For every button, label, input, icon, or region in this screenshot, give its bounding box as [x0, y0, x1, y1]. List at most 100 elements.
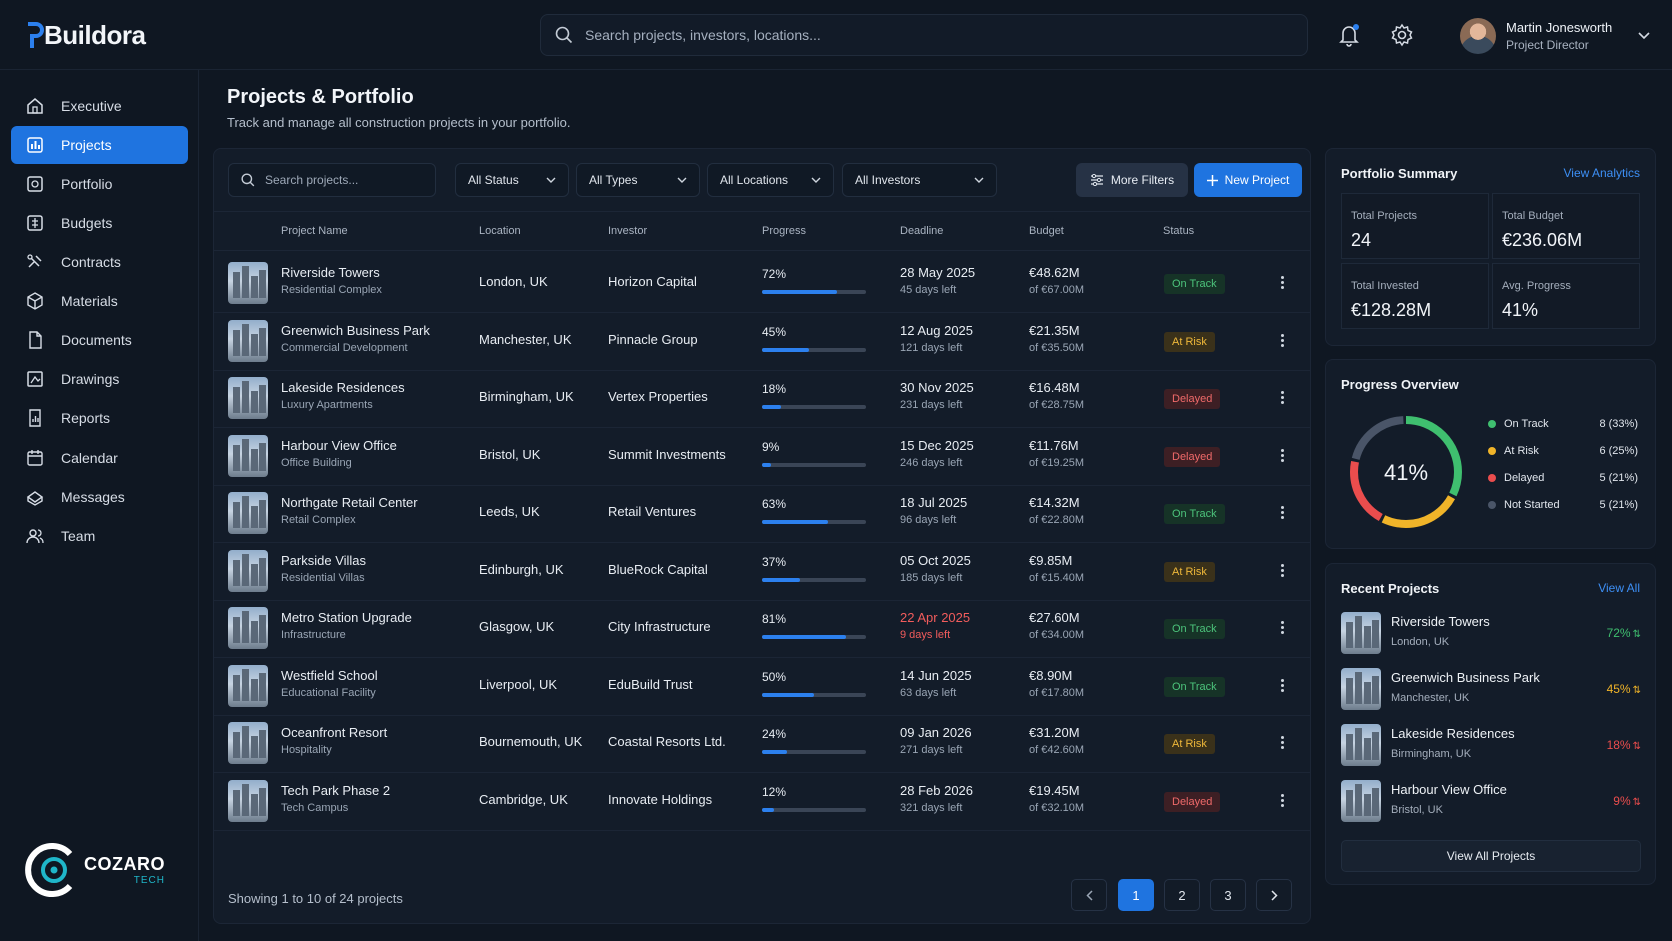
- sidebar-item-messages[interactable]: Messages: [11, 478, 188, 516]
- page-2-button[interactable]: 2: [1164, 879, 1200, 911]
- recent-project-item[interactable]: Riverside Towers London, UK 72% ⇅: [1341, 608, 1641, 656]
- gear-icon[interactable]: [1389, 22, 1415, 48]
- recent-project-progress: 18% ⇅: [1607, 738, 1641, 752]
- donut-segment-at-risk: [1350, 416, 1462, 528]
- project-thumbnail: [228, 607, 268, 649]
- page-3-button[interactable]: 3: [1210, 879, 1246, 911]
- project-name[interactable]: Harbour View Office: [281, 437, 397, 453]
- project-thumbnail: [1341, 612, 1381, 654]
- progress-bar: [762, 520, 866, 524]
- sidebar-item-drawings[interactable]: Drawings: [11, 360, 188, 398]
- project-thumbnail: [228, 492, 268, 534]
- prev-page-button[interactable]: [1071, 879, 1107, 911]
- sidebar-item-documents[interactable]: Documents: [11, 321, 188, 359]
- col-budget[interactable]: Budget: [1029, 225, 1064, 237]
- project-name-cell: Riverside Towers Residential Complex: [281, 265, 382, 296]
- col-location[interactable]: Location: [479, 225, 521, 237]
- table-row[interactable]: Tech Park Phase 2 Tech Campus Cambridge, U…: [214, 770, 1310, 831]
- table-row[interactable]: Oceanfront Resort Hospitality Bournemouth,…: [214, 712, 1310, 773]
- sidebar-item-materials[interactable]: Materials: [11, 282, 188, 320]
- location-cell: Manchester, UK: [479, 331, 572, 347]
- col-investor[interactable]: Investor: [608, 225, 648, 237]
- recent-projects-panel: Recent Projects View All Riverside Tower…: [1325, 563, 1656, 885]
- project-name[interactable]: Parkside Villas: [281, 552, 367, 568]
- table-row[interactable]: Riverside Towers Residential Complex Londo…: [214, 252, 1310, 313]
- app-logo[interactable]: Buildora: [24, 20, 146, 51]
- project-name[interactable]: Metro Station Upgrade: [281, 610, 412, 625]
- page-1-button[interactable]: 1: [1118, 879, 1154, 911]
- view-all-link[interactable]: View All: [1598, 581, 1640, 595]
- recent-project-item[interactable]: Greenwich Business Park Manchester, UK 45%…: [1341, 664, 1641, 712]
- sidebar-item-portfolio[interactable]: Portfolio: [11, 165, 188, 203]
- project-name[interactable]: Greenwich Business Park: [281, 322, 430, 338]
- sidebar-item-reports[interactable]: Reports: [11, 399, 188, 437]
- next-page-button[interactable]: [1256, 879, 1292, 911]
- row-menu-icon[interactable]: [1277, 332, 1287, 350]
- col-status[interactable]: Status: [1163, 225, 1195, 237]
- project-name[interactable]: Tech Park Phase 2: [281, 782, 391, 798]
- table-row[interactable]: Parkside Villas Residential Villas Edinbur…: [214, 540, 1310, 601]
- row-menu-icon[interactable]: [1277, 274, 1287, 292]
- status-filter-select[interactable]: All Status: [455, 163, 569, 197]
- row-menu-icon[interactable]: [1277, 447, 1287, 465]
- table-row[interactable]: Lakeside Residences Luxury Apartments Birm…: [214, 367, 1310, 428]
- project-thumbnail: [1341, 668, 1381, 710]
- sidebar-item-projects[interactable]: Projects: [11, 126, 188, 164]
- location-filter-select[interactable]: All Locations: [707, 163, 834, 197]
- investor-cell: Coastal Resorts Ltd.: [608, 734, 726, 749]
- project-name[interactable]: Westfield School: [281, 667, 378, 683]
- project-thumbnail: [228, 434, 268, 477]
- table-row[interactable]: Northgate Retail Center Retail Complex Lee…: [214, 482, 1310, 543]
- investor-filter-select[interactable]: All Investors: [842, 163, 997, 197]
- view-analytics-link[interactable]: View Analytics: [1563, 166, 1640, 180]
- new-project-button[interactable]: New Project: [1194, 163, 1302, 197]
- more-filters-button[interactable]: More Filters: [1076, 163, 1188, 197]
- project-thumbnail: [228, 319, 268, 362]
- stat-avg-progress: Avg. Progress 41%: [1492, 263, 1640, 329]
- table-row[interactable]: Greenwich Business Park Commercial Develo…: [214, 310, 1310, 371]
- col-progress[interactable]: Progress: [762, 225, 807, 237]
- table-row[interactable]: Harbour View Office Office Building Bristo…: [214, 425, 1310, 486]
- project-name[interactable]: Riverside Towers: [281, 265, 380, 280]
- sidebar-item-calendar[interactable]: Calendar: [11, 439, 188, 477]
- project-thumbnail: [228, 262, 268, 304]
- table-search-input[interactable]: Search projects...: [228, 163, 436, 197]
- row-menu-icon[interactable]: [1277, 562, 1287, 580]
- table-row[interactable]: Westfield School Educational Facility Live…: [214, 655, 1310, 716]
- global-search[interactable]: Search projects, investors, locations...: [540, 14, 1308, 56]
- sidebar-item-budgets[interactable]: Budgets: [11, 204, 188, 242]
- pagination-summary: Showing 1 to 10 of 24 projects: [228, 891, 403, 906]
- col-deadline[interactable]: Deadline: [900, 225, 944, 237]
- recent-project-progress: 9% ⇅: [1613, 794, 1641, 808]
- status-badge: On Track: [1164, 676, 1225, 697]
- recent-project-item[interactable]: Harbour View Office Bristol, UK 9% ⇅: [1341, 776, 1641, 824]
- recent-project-name: Riverside Towers: [1391, 614, 1490, 629]
- row-menu-icon[interactable]: [1277, 619, 1287, 637]
- row-menu-icon[interactable]: [1277, 504, 1287, 522]
- table-row[interactable]: Metro Station Upgrade Infrastructure Glasg…: [214, 597, 1310, 658]
- row-menu-icon[interactable]: [1277, 389, 1287, 407]
- bell-icon[interactable]: [1336, 22, 1362, 48]
- budget-cell: €31.20M of €42.60M: [1029, 725, 1084, 756]
- sidebar-item-contracts[interactable]: Contracts: [11, 243, 188, 281]
- project-name[interactable]: Oceanfront Resort: [281, 725, 388, 740]
- row-menu-icon[interactable]: [1277, 677, 1287, 695]
- progress-fill: [762, 635, 847, 639]
- col-project-name[interactable]: Project Name: [281, 225, 348, 237]
- sidebar-item-team[interactable]: Team: [11, 517, 188, 555]
- type-filter-select[interactable]: All Types: [576, 163, 700, 197]
- legend-label: At Risk: [1504, 445, 1539, 457]
- recent-project-item[interactable]: Lakeside Residences Birmingham, UK 18% ⇅: [1341, 720, 1641, 768]
- user-menu[interactable]: Martin Jonesworth Project Director: [1460, 18, 1650, 54]
- project-name[interactable]: Northgate Retail Center: [281, 495, 418, 510]
- plus-icon: [1206, 174, 1218, 186]
- budget-spent: €16.48M: [1029, 380, 1080, 395]
- row-menu-icon[interactable]: [1277, 734, 1287, 752]
- view-all-projects-button[interactable]: View All Projects: [1341, 840, 1641, 872]
- project-name[interactable]: Lakeside Residences: [281, 380, 405, 395]
- row-menu-icon[interactable]: [1277, 792, 1287, 810]
- sidebar-item-executive[interactable]: Executive: [11, 87, 188, 125]
- project-name-cell: Oceanfront Resort Hospitality: [281, 725, 387, 756]
- project-type: Commercial Development: [281, 341, 408, 354]
- progress-bar: [762, 635, 866, 639]
